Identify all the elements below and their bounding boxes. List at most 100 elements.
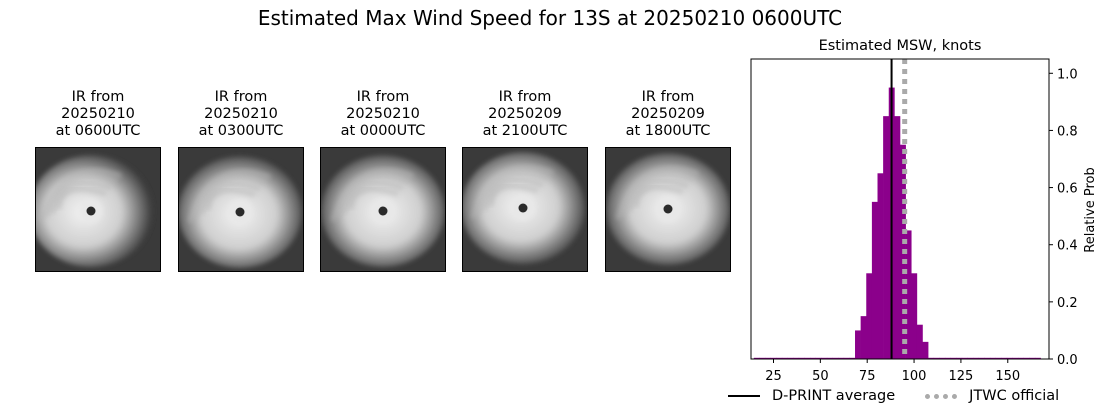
ir-image-3	[320, 147, 446, 272]
histogram-bar-35	[950, 357, 957, 359]
x-tick-label-0: 25	[765, 369, 782, 384]
ir-panel-3-line3: at 0000UTC	[340, 123, 426, 139]
y-axis-label: Relative Prob	[1083, 167, 1098, 252]
ir-panel-1-title: IR from 20250210 at 0600UTC	[35, 89, 161, 140]
ir-panel-3-title: IR from 20250210 at 0000UTC	[320, 89, 446, 140]
ir-panel-5: IR from 20250209 at 1800UTC	[605, 89, 731, 272]
histogram-bar-45	[1006, 357, 1013, 359]
ir-image-1	[35, 147, 161, 272]
figure-title: Estimated Max Wind Speed for 13S at 2025…	[257, 6, 843, 30]
histogram-bar-36	[956, 357, 963, 359]
y-tick-label-5: 1.0	[1057, 67, 1078, 82]
histogram-bar-38	[967, 357, 974, 359]
ir-panel-3-line1: IR from	[356, 89, 410, 105]
ir-panel-1-line3: at 0600UTC	[55, 123, 141, 139]
histogram-bar-1	[759, 357, 766, 359]
histogram-bar-46	[1012, 357, 1019, 359]
histogram-bar-15	[838, 357, 845, 359]
x-tick-label-3: 100	[902, 369, 927, 384]
ir-panel-4-line1: IR from	[498, 89, 552, 105]
ir-panel-4-line3: at 2100UTC	[482, 123, 568, 139]
ir-panel-5-title: IR from 20250209 at 1800UTC	[605, 89, 731, 140]
histogram-bar-28	[911, 273, 918, 359]
histogram-bar-29	[916, 324, 923, 359]
legend-label-dprint: D-PRINT average	[772, 388, 896, 404]
histogram-bar-18	[855, 330, 861, 359]
histogram-bar-10	[810, 357, 816, 359]
histogram-bar-39	[973, 357, 980, 359]
ir-image-2	[178, 147, 304, 272]
histogram-bar-5	[781, 357, 788, 359]
bars-layer	[753, 87, 1041, 359]
histogram-bar-11	[815, 357, 822, 359]
histogram-bar-37	[961, 357, 968, 359]
ir-panel-2: IR from 20250210 at 0300UTC	[178, 89, 304, 272]
plot-frame	[750, 58, 1050, 360]
histogram-bar-42	[989, 357, 996, 359]
histogram-bar-43	[995, 357, 1002, 359]
histogram-bar-16	[843, 357, 850, 359]
histogram-bar-50	[1034, 357, 1041, 359]
legend-label-jtwc: JTWC official	[969, 388, 1060, 404]
histogram-bar-6	[787, 357, 794, 359]
histogram-bar-17	[849, 357, 856, 359]
ir-panel-4-title: IR from 20250209 at 2100UTC	[462, 89, 588, 140]
legend-item-jtwc: JTWC official	[925, 388, 1059, 404]
y-tick-label-2: 0.4	[1057, 239, 1078, 254]
histogram-bar-30	[922, 341, 929, 359]
histogram-bar-32	[933, 357, 940, 359]
histogram-bar-4	[776, 357, 783, 359]
axes: 25 50 75 100 125 150 0.0 0.2 0.4 0.6 0.8 1.0	[750, 58, 1078, 384]
histogram-bar-22	[877, 173, 884, 359]
histogram-bar-20	[866, 273, 873, 359]
histogram-bar-12	[821, 357, 828, 359]
histogram-bar-34	[944, 357, 951, 359]
ir-panel-2-line1: IR from	[214, 89, 268, 105]
histogram-bar-25	[894, 116, 901, 359]
ir-image-4	[462, 147, 588, 272]
y-tick-label-0: 0.0	[1057, 353, 1078, 368]
histogram-bar-49	[1029, 357, 1036, 359]
ir-panel-5-line3: at 1800UTC	[625, 123, 711, 139]
histogram-bar-9	[804, 357, 811, 359]
y-tick-label-3: 0.6	[1057, 182, 1078, 197]
ir-panel-2-line2: 20250210	[204, 106, 278, 122]
histogram-bar-33	[939, 357, 946, 359]
histogram-bar-2	[765, 357, 771, 359]
histogram-title: Estimated MSW, knots	[819, 38, 982, 54]
histogram-bar-21	[871, 201, 878, 359]
ir-panel-4-line2: 20250209	[488, 106, 562, 122]
histogram-bar-8	[798, 357, 805, 359]
ir-image-5	[605, 147, 731, 272]
histogram-bar-47	[1018, 357, 1024, 359]
ir-panel-3: IR from 20250210 at 0000UTC	[320, 89, 446, 272]
legend-swatch-jtwc	[925, 393, 958, 399]
histogram-bar-48	[1023, 357, 1030, 359]
histogram-bar-41	[984, 357, 991, 359]
histogram-bar-31	[928, 357, 935, 359]
histogram-bar-40	[978, 357, 985, 359]
legend-swatch-dprint	[728, 395, 760, 397]
histogram-bar-0	[753, 357, 760, 359]
ir-panel-5-line1: IR from	[641, 89, 695, 105]
histogram-bar-44	[1001, 357, 1008, 359]
histogram-bar-23	[883, 116, 890, 359]
y-tick-label-4: 0.8	[1057, 124, 1078, 139]
x-tick-label-2: 75	[859, 369, 876, 384]
histogram-bar-27	[905, 230, 912, 359]
x-tick-label-4: 125	[948, 369, 973, 384]
histogram-bar-19	[860, 316, 867, 359]
x-tick-label-1: 50	[812, 369, 829, 384]
ir-panel-1: IR from 20250210 at 0600UTC	[35, 89, 161, 272]
ir-panel-2-title: IR from 20250210 at 0300UTC	[178, 89, 304, 140]
histogram-bar-13	[826, 357, 833, 359]
x-tick-label-5: 150	[995, 369, 1020, 384]
y-tick-label-1: 0.2	[1057, 296, 1078, 311]
ir-panel-3-line2: 20250210	[346, 106, 420, 122]
reference-lines	[890, 59, 908, 359]
histogram-bar-7	[793, 357, 800, 359]
legend: D-PRINT average JTWC official	[728, 386, 1089, 406]
ir-panel-5-line2: 20250209	[631, 106, 705, 122]
